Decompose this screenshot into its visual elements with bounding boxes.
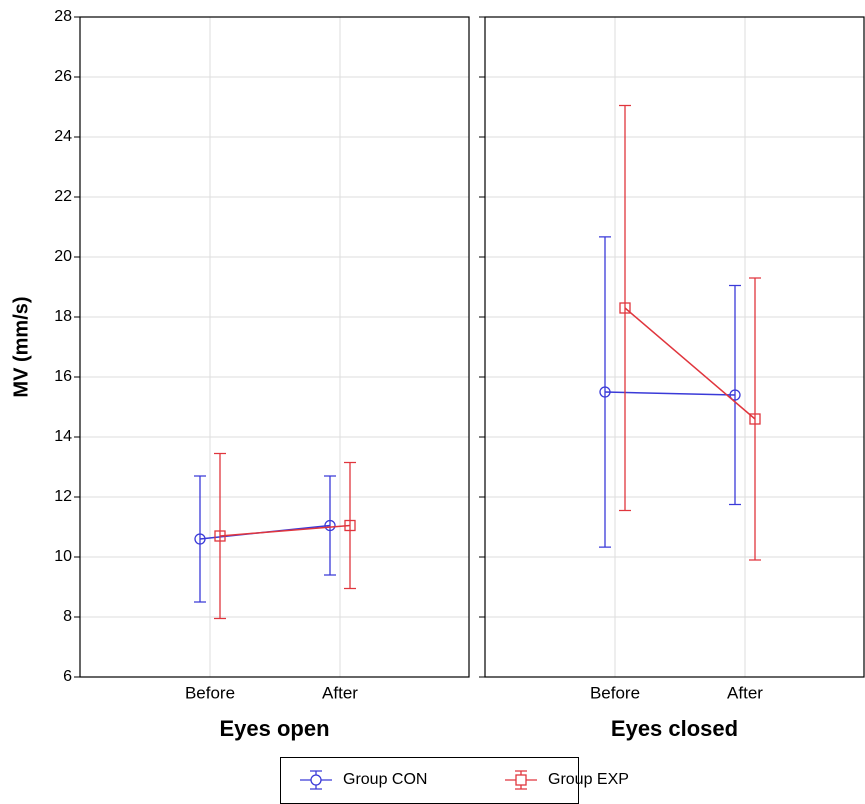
- series-line: [604, 391, 736, 396]
- error-bar: [729, 284, 741, 506]
- mean-marker: [324, 519, 336, 532]
- mean-marker: [729, 389, 741, 401]
- mean-marker: [599, 386, 611, 398]
- x-tick-label: Before: [185, 683, 235, 702]
- series-line: [624, 307, 756, 420]
- y-tick-label: 18: [54, 308, 72, 325]
- y-tick-label: 8: [63, 608, 72, 625]
- error-bar: [599, 236, 611, 548]
- x-tick-label: After: [727, 683, 763, 702]
- error-bar: [324, 475, 336, 576]
- y-tick-label: 14: [54, 428, 72, 445]
- error-bar: [344, 461, 356, 590]
- y-tick-label: 28: [54, 8, 72, 25]
- legend-marker: [515, 774, 527, 786]
- error-bar: [619, 104, 631, 512]
- legend-label: Group EXP: [548, 771, 629, 788]
- panel-title: Eyes open: [219, 716, 329, 741]
- y-axis-label: MV (mm/s): [10, 296, 32, 397]
- mean-marker: [194, 533, 206, 545]
- mean-marker: [344, 519, 356, 532]
- x-tick-label: Before: [590, 683, 640, 702]
- panel-title: Eyes closed: [611, 716, 738, 741]
- y-tick-label: 22: [54, 188, 72, 205]
- mean-marker: [749, 413, 761, 425]
- y-tick-label: 16: [54, 368, 72, 385]
- y-tick-label: 12: [54, 488, 72, 505]
- error-bar: [749, 277, 761, 561]
- legend-label: Group CON: [343, 771, 427, 788]
- mean-marker: [214, 530, 226, 542]
- y-tick-label: 26: [54, 68, 72, 85]
- y-tick-label: 20: [54, 248, 72, 265]
- x-tick-label: After: [322, 683, 358, 702]
- y-tick-label: 6: [63, 668, 72, 685]
- plot-frame: [79, 16, 470, 678]
- error-bar: [194, 475, 206, 603]
- error-bar: [214, 452, 226, 620]
- plot-frame: [484, 16, 865, 678]
- legend-marker: [310, 774, 322, 786]
- mean-marker: [619, 302, 631, 314]
- series-line: [219, 524, 351, 537]
- y-tick-label: 24: [54, 128, 72, 145]
- y-tick-label: 10: [54, 548, 72, 565]
